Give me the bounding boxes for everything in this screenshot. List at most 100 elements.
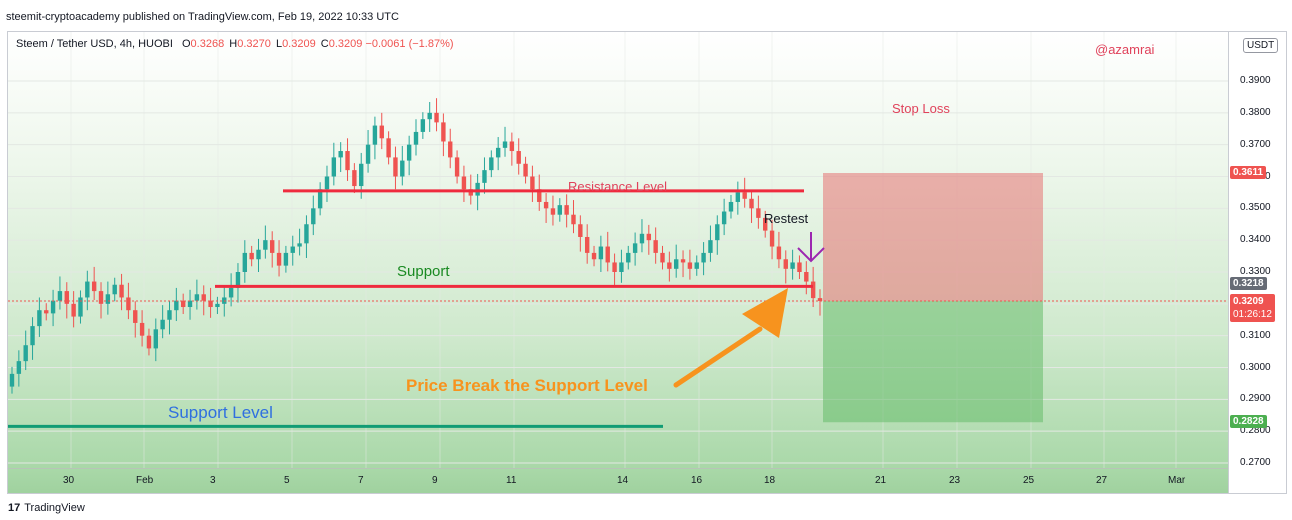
candle-body: [619, 262, 624, 272]
candle-body: [139, 322, 145, 336]
symbol-legend: Steem / Tether USD, 4h, HUOBI O0.3268 H0…: [16, 38, 454, 50]
candle-body: [235, 272, 241, 288]
candle-body: [482, 170, 487, 183]
candle-body: [317, 189, 323, 209]
candle-body: [393, 157, 398, 177]
candle-body: [489, 157, 494, 171]
restest-label: Restest: [764, 211, 809, 226]
candle-body: [133, 310, 138, 323]
candle-body: [584, 236, 590, 253]
candle-body: [413, 131, 419, 145]
candle-body: [365, 144, 371, 164]
candle-body: [71, 303, 76, 317]
candle-body: [523, 163, 528, 177]
candle-body: [756, 208, 761, 218]
support-label: Support: [397, 263, 450, 280]
candle-body: [180, 300, 186, 308]
candle-body: [461, 176, 467, 190]
candles: [9, 98, 823, 394]
candle-body: [249, 252, 254, 260]
candle-body: [427, 112, 432, 120]
stop-loss-label: Stop Loss: [892, 101, 950, 116]
candle-body: [571, 214, 576, 225]
candle-body: [776, 246, 782, 260]
candle-body: [16, 361, 22, 374]
current-price-value: 0.3209: [1233, 296, 1264, 307]
price-tick-label: 0.2900: [1240, 393, 1271, 405]
candle-body: [667, 262, 672, 269]
candle-body: [434, 112, 439, 123]
open-label: O: [181, 38, 191, 50]
candle-body: [9, 373, 15, 387]
candle-body: [311, 208, 316, 225]
time-tick-label: 18: [764, 475, 776, 486]
time-tick-label: Feb: [136, 475, 154, 486]
candle-body: [201, 294, 206, 301]
candle-body: [694, 262, 699, 269]
candle-body: [550, 208, 556, 215]
support-level-label: Support Level: [168, 403, 273, 422]
high-label: H: [229, 38, 238, 50]
close-label: C: [320, 38, 329, 50]
candle-body: [468, 189, 473, 196]
candle-body: [98, 291, 104, 304]
time-tick-label: 27: [1096, 475, 1108, 486]
candle-body: [359, 163, 364, 187]
author-annotation: @azamrai: [1095, 42, 1155, 57]
candle-body: [509, 141, 515, 152]
price-chart-svg[interactable]: [8, 32, 1287, 494]
candle-body: [85, 281, 90, 298]
candle-body: [530, 176, 535, 190]
candle-body: [126, 297, 131, 311]
candle-body: [400, 160, 405, 177]
time-tick-label: 3: [210, 475, 216, 486]
candle-body: [44, 310, 49, 314]
candle-body: [591, 252, 597, 260]
candle-body: [297, 243, 302, 247]
candle-body: [283, 252, 289, 266]
candle-body: [91, 281, 97, 292]
current-price-tag: 0.3209 01:26:12: [1230, 294, 1275, 322]
resistance-level-label: Resistance Level: [568, 179, 667, 194]
candle-body: [379, 125, 384, 139]
candle-body: [78, 297, 83, 317]
chart-frame[interactable]: Steem / Tether USD, 4h, HUOBI O0.3268 H 0…: [7, 31, 1287, 494]
time-tick-label: 25: [1023, 475, 1035, 486]
candle-body: [817, 298, 823, 301]
candle-body: [721, 211, 727, 225]
low-label: L: [275, 38, 283, 50]
candle-body: [270, 240, 275, 253]
change-value: −0.0061 (−1.87%): [365, 38, 454, 50]
price-tick-label: 0.3000: [1240, 361, 1271, 373]
candle-body: [208, 300, 213, 308]
currency-unit-button[interactable]: USDT: [1243, 38, 1279, 53]
symbol-name[interactable]: Steem / Tether USD, 4h, HUOBI: [16, 38, 173, 50]
candle-body: [605, 246, 610, 263]
candle-body: [331, 157, 337, 177]
candle-body: [64, 291, 69, 304]
time-tick-label: 30: [63, 475, 75, 486]
candle-body: [742, 192, 747, 199]
candle-body: [23, 345, 28, 362]
price-tick-label: 0.3800: [1240, 106, 1271, 118]
candle-body: [187, 300, 193, 308]
candle-body: [728, 201, 734, 212]
time-tick-label: 5: [284, 475, 290, 486]
candle-body: [783, 259, 788, 269]
candle-body: [37, 310, 42, 327]
candle-body: [687, 262, 693, 269]
footer-brand[interactable]: 17 TradingView: [8, 502, 85, 514]
candle-body: [708, 240, 713, 253]
candle-body: [30, 326, 35, 346]
open-value: 0.3268: [190, 38, 225, 50]
candle-body: [406, 144, 412, 161]
candle-body: [242, 252, 248, 272]
candle-body: [256, 249, 261, 260]
time-axis-background: [8, 468, 1228, 493]
candle-body: [290, 246, 295, 253]
candle-body: [119, 284, 124, 298]
break-arrow-head: [742, 288, 788, 338]
candle-body: [502, 141, 508, 148]
target-price-tag: 0.2828: [1230, 415, 1267, 428]
candle-body: [324, 176, 330, 190]
